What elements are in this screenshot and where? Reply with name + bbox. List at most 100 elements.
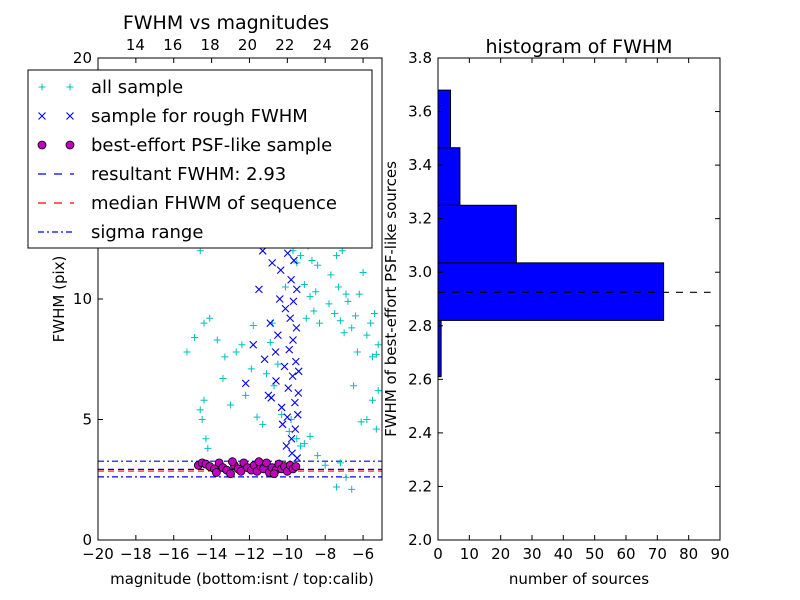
legend-item: sigma range [38,222,203,243]
legend-box [27,69,373,249]
x-point [241,379,250,388]
x-tick-label: −16 [158,545,190,563]
histogram-bar [437,147,461,206]
plus-point [281,283,289,291]
x-point [272,377,280,385]
plus-point [253,413,261,421]
legend-label: median FHWM of sequence [91,193,337,214]
x-tick-label: 0 [433,545,443,563]
x-point [276,266,285,274]
legend-item: sample for rough FWHM [38,106,308,127]
left-x-axis-label: magnitude (bottom:isnt / top:calib) [110,570,374,588]
x-point [287,434,296,443]
y-tick-label: 5 [82,411,92,429]
plus-point [213,336,221,344]
histogram-y-ticks: 2.0 2.2 2.4 2.6 2.8 3.0 3.2 3.4 3.6 3.8 [408,49,720,549]
plus-point [314,452,322,460]
x-tick-label: 20 [491,545,510,563]
circle-point [65,140,75,150]
histogram-bar [437,89,452,149]
x-point [249,340,258,349]
left-y-axis-label: FWHM (pix) [50,256,68,343]
histogram-bar [437,262,665,321]
plus-point [314,261,322,269]
top-axis-tick-label: 20 [238,36,257,54]
x-point [38,112,46,120]
right-x-axis-label: number of sources [509,570,649,588]
circle-point [269,469,279,479]
plus-point [333,483,341,491]
x-point [294,367,303,376]
plus-point [300,440,308,448]
plus-point [287,416,295,423]
plus-point [66,83,74,91]
plus-point [219,375,227,383]
right-y-axis-label: FWHM of best-effort PSF-like sources [382,161,400,437]
x-point [268,258,277,267]
plus-point [336,459,344,467]
plus-point [355,290,363,298]
plus-point [334,283,342,291]
x-point [266,319,275,327]
top-axis-tick-label: 18 [201,36,220,54]
y-tick-label: 2.4 [408,424,432,442]
plus-point [266,338,274,346]
plus-point [325,300,333,308]
plus-point [369,396,377,404]
plus-point [227,401,235,409]
plus-point [333,252,341,260]
x-point [255,285,263,294]
plus-point [204,444,212,452]
legend-label: best-effort PSF-like sample [91,135,332,156]
plus-point [38,83,46,91]
top-axis-tick-label: 16 [163,36,182,54]
x-tick-label: 80 [679,545,698,563]
plus-point [310,307,318,315]
histogram-x-ticks: 0 10 20 30 40 50 60 70 80 90 [433,58,730,563]
legend-label: sigma range [91,222,203,243]
plus-point [327,271,335,279]
x-point [277,403,286,412]
series-psf-like-sample [193,457,301,479]
fwhm-histogram-chart: histogram of FWHM 0 10 20 30 40 50 60 70 80 90 2.… [382,36,730,588]
plus-point [340,329,348,337]
plus-point [344,297,352,305]
legend-item: resultant FWHM: 2.93 [38,164,286,185]
x-point [292,324,301,332]
circle-point [226,469,235,479]
plus-point [370,309,378,317]
x-point [282,442,291,450]
plus-point [348,324,356,332]
plus-point [342,290,350,298]
x-point [273,331,282,340]
x-tick-label: 70 [648,545,667,563]
plus-point [359,268,367,276]
top-axis-tick-label: 26 [350,36,369,54]
plus-point [336,317,344,325]
x-point [292,285,301,294]
bottom-axis-ticks: −20 −18 −16 −14 −12 −10 −8 −6 [82,58,374,563]
x-point [275,295,284,303]
plus-point [242,391,250,399]
plus-point [274,360,282,368]
legend: all sample sample for rough FWHM best-effo… [27,69,373,249]
x-point [288,372,297,381]
top-axis-tick-label: 24 [313,36,332,54]
plus-point [374,387,382,395]
plus-point [316,319,324,327]
x-tick-label: −6 [352,545,374,563]
y-tick-label: 2.2 [408,477,432,495]
plus-point [369,353,377,361]
x-tick-label: 60 [616,545,635,563]
y-tick-label: 3.4 [408,156,432,174]
x-point [291,398,299,407]
top-axis-tick-label: 22 [275,36,294,54]
plus-point [306,293,314,301]
x-tick-label: 30 [522,545,541,563]
x-point [267,393,276,402]
plus-point [331,309,339,317]
left-chart-title: FWHM vs magnitudes [123,12,329,34]
plus-point [263,370,271,378]
plus-point [374,341,382,349]
plus-point [259,420,267,428]
